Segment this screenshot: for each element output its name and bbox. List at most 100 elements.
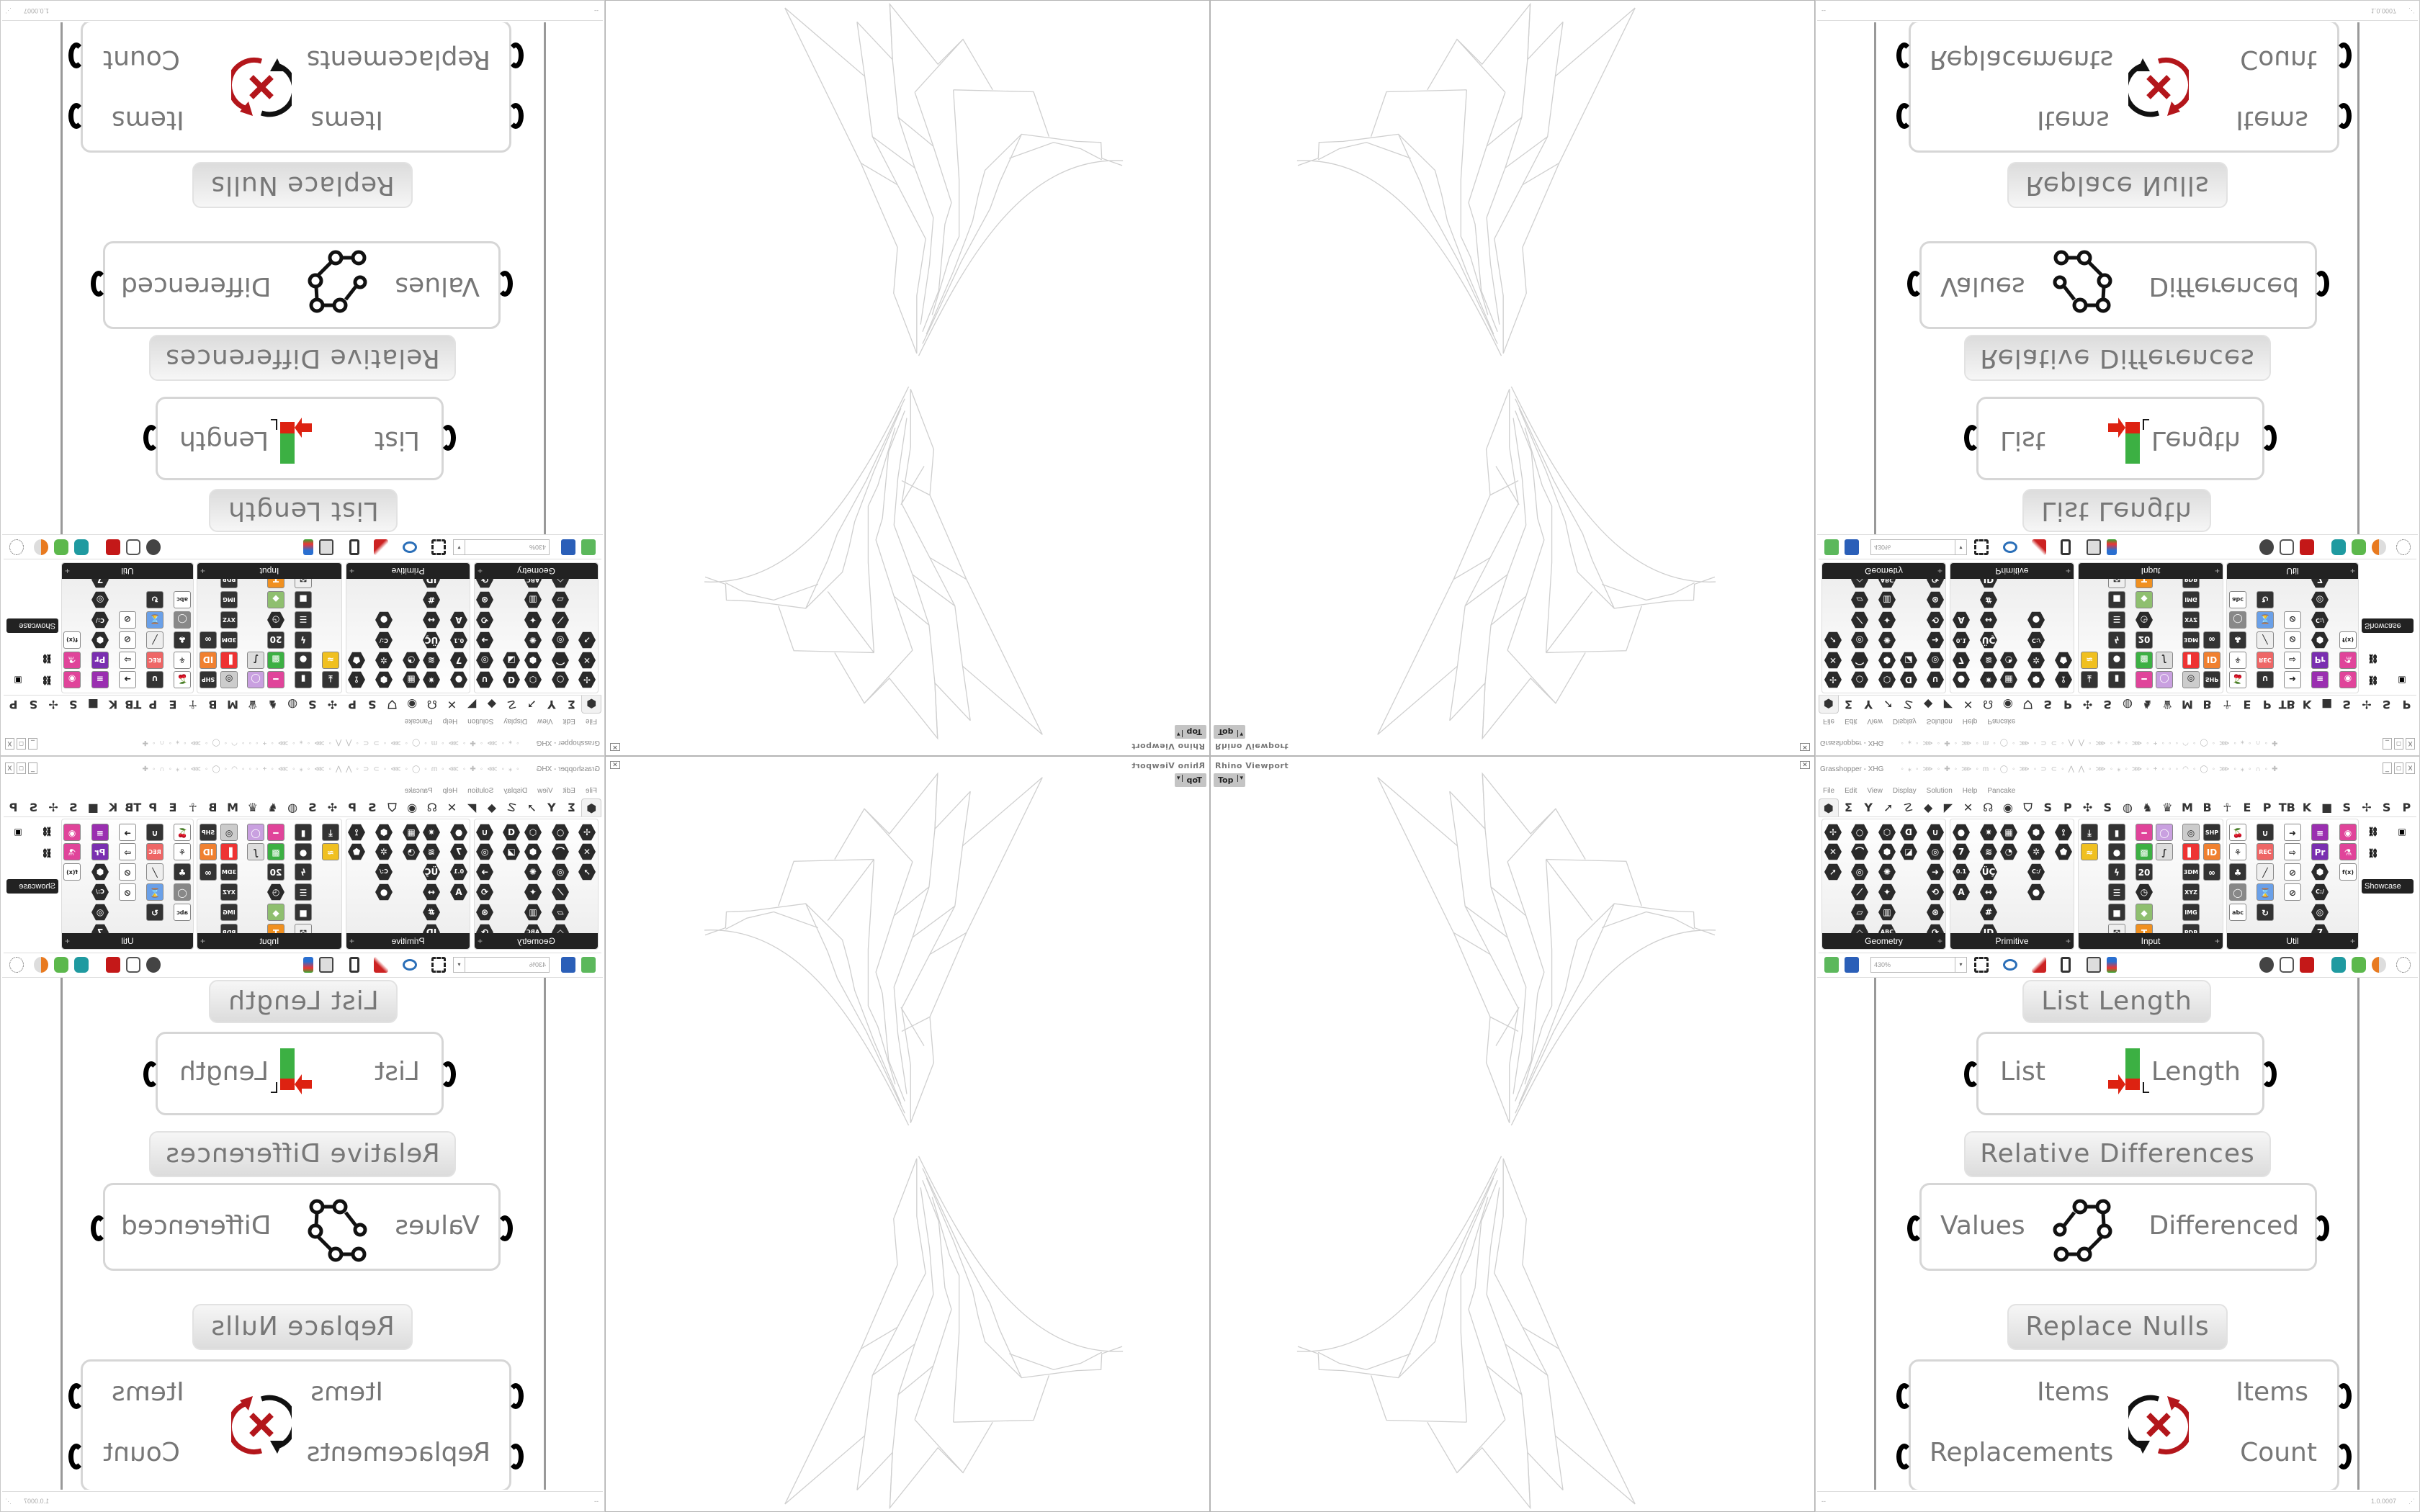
- tab-1[interactable]: Σ: [568, 698, 575, 711]
- component-icon[interactable]: ⬢: [2311, 631, 2329, 649]
- component-icon[interactable]: ÜÇ: [1980, 863, 1997, 881]
- open-file-icon[interactable]: [581, 957, 596, 973]
- component-icon[interactable]: ◯: [2156, 671, 2173, 688]
- component-icon[interactable]: ◎: [220, 824, 238, 841]
- expand-icon[interactable]: +: [349, 936, 355, 946]
- component-icon[interactable]: ⬡: [1878, 671, 1896, 688]
- component-icon[interactable]: ╱: [146, 631, 163, 649]
- component-icon[interactable]: ✦: [524, 883, 542, 901]
- component-icon[interactable]: ✢: [1824, 824, 1842, 841]
- component-icon[interactable]: f(x): [2339, 863, 2357, 881]
- component-icon[interactable]: ⊘: [2284, 611, 2301, 629]
- component-icon[interactable]: ⟋: [1851, 611, 1868, 629]
- chevron-down-icon[interactable]: ▾: [454, 540, 465, 554]
- component-icon[interactable]: ✺: [524, 631, 542, 649]
- component-icon[interactable]: ∞: [200, 631, 217, 649]
- tab-14[interactable]: S: [2103, 801, 2112, 814]
- component-icon[interactable]: ⌒: [552, 843, 569, 860]
- output-port[interactable]: [68, 103, 84, 129]
- menu-file[interactable]: File: [1823, 787, 1835, 795]
- component-icon[interactable]: ◔: [2000, 843, 2017, 860]
- component-icon[interactable]: ⊘: [2284, 631, 2301, 649]
- component-icon[interactable]: ⤓: [322, 824, 339, 841]
- output-port[interactable]: [2313, 1215, 2329, 1241]
- component-icon[interactable]: ⇨: [2284, 843, 2301, 860]
- tab-20[interactable]: ☥: [2223, 801, 2232, 814]
- component-icon[interactable]: abc: [2229, 904, 2246, 921]
- link-icon[interactable]: ⛓: [38, 845, 55, 862]
- component-icon[interactable]: ✕: [1824, 652, 1842, 669]
- tab-15[interactable]: ◍: [287, 801, 298, 814]
- expand-icon[interactable]: +: [2349, 936, 2355, 946]
- component-icon[interactable]: 7: [450, 652, 467, 669]
- output-port[interactable]: [91, 271, 107, 297]
- component-icon[interactable]: ∫: [247, 843, 264, 860]
- component-icon[interactable]: ◪: [503, 652, 520, 669]
- component-icon[interactable]: ◎: [2311, 904, 2329, 921]
- component-icon[interactable]: ÜÇ: [1980, 631, 1997, 649]
- component-icon[interactable]: ➚: [1824, 631, 1842, 649]
- component-icon[interactable]: ◷: [267, 883, 284, 901]
- tab-28[interactable]: S: [29, 698, 38, 711]
- component-icon[interactable]: ⬡: [524, 824, 542, 841]
- component-icon[interactable]: ∪: [1927, 671, 1944, 688]
- component-icon[interactable]: ◎: [552, 631, 569, 649]
- preview-shaded-icon[interactable]: [2280, 539, 2294, 555]
- expand-icon[interactable]: +: [2349, 566, 2355, 576]
- minimize-button[interactable]: _: [2383, 762, 2392, 774]
- tab-16[interactable]: ♞: [267, 801, 278, 814]
- eye-icon[interactable]: [2003, 541, 2017, 553]
- component-icon[interactable]: ◯: [2229, 883, 2246, 901]
- ribbon-group-label[interactable]: Primitive +: [346, 563, 470, 579]
- component-icon[interactable]: ▮: [295, 671, 312, 688]
- tab-13[interactable]: ✣: [327, 801, 338, 814]
- tab-4[interactable]: ☡: [1903, 698, 1914, 711]
- component-icon[interactable]: IMG: [220, 904, 238, 921]
- component-icon[interactable]: ━: [267, 824, 284, 841]
- component-icon[interactable]: ◯: [2156, 824, 2173, 841]
- input-port[interactable]: [440, 1061, 456, 1087]
- tab-10[interactable]: ⛉: [387, 801, 397, 814]
- menu-file[interactable]: File: [585, 717, 597, 725]
- component-icon[interactable]: ◔: [2000, 652, 2017, 669]
- component-icon[interactable]: ⌛: [146, 883, 163, 901]
- component-icon[interactable]: ⬢: [91, 863, 109, 881]
- tab-24[interactable]: K: [2302, 698, 2312, 711]
- tab-6[interactable]: ◤: [467, 698, 477, 711]
- component-icon[interactable]: ⬢: [375, 824, 393, 841]
- ribbon-group-label[interactable]: Util +: [2227, 933, 2358, 949]
- component-icon[interactable]: ⌒: [552, 652, 569, 669]
- chevron-down-icon[interactable]: ▾: [454, 958, 465, 972]
- tab-3[interactable]: ➚: [1883, 698, 1894, 711]
- tab-22[interactable]: P: [2262, 698, 2272, 711]
- menu-display[interactable]: Display: [503, 787, 528, 795]
- component-icon[interactable]: ⌛: [2257, 883, 2274, 901]
- component-icon[interactable]: A: [1953, 883, 1970, 901]
- component-icon[interactable]: 3DM: [220, 631, 238, 649]
- close-button[interactable]: X: [2406, 762, 2415, 774]
- component-icon[interactable]: #: [423, 904, 440, 921]
- component-icon[interactable]: ◪: [503, 843, 520, 860]
- component-icon[interactable]: f(x): [63, 863, 81, 881]
- component-icon[interactable]: 0.1: [450, 631, 467, 649]
- tab-7[interactable]: ✕: [1963, 698, 1973, 711]
- tab-7[interactable]: ✕: [447, 801, 457, 814]
- component-icon[interactable]: ■: [295, 591, 312, 608]
- component-icon[interactable]: 7: [1953, 652, 1970, 669]
- component-icon[interactable]: C:/: [375, 631, 393, 649]
- component-icon[interactable]: Pr: [91, 652, 109, 669]
- component-icon[interactable]: REC: [146, 843, 163, 860]
- component-icon[interactable]: C:/: [2311, 883, 2329, 901]
- menu-solution[interactable]: Solution: [467, 717, 494, 725]
- component-icon[interactable]: ↻: [2257, 591, 2274, 608]
- link-icon[interactable]: ⛓: [38, 650, 55, 667]
- component-icon[interactable]: ◪: [1900, 843, 1917, 860]
- component-icon[interactable]: ∪: [476, 824, 493, 841]
- tab-29[interactable]: P: [2402, 801, 2411, 814]
- component-icon[interactable]: ᗡ: [503, 671, 520, 688]
- component-icon[interactable]: ➜: [2284, 671, 2301, 688]
- document-preview-icon[interactable]: [2352, 539, 2366, 555]
- minimize-button[interactable]: _: [28, 738, 37, 750]
- showcase-tools[interactable]: ⛓ ▣ ⛓ Showcase T...: [6, 607, 58, 693]
- component-icon[interactable]: A: [450, 883, 467, 901]
